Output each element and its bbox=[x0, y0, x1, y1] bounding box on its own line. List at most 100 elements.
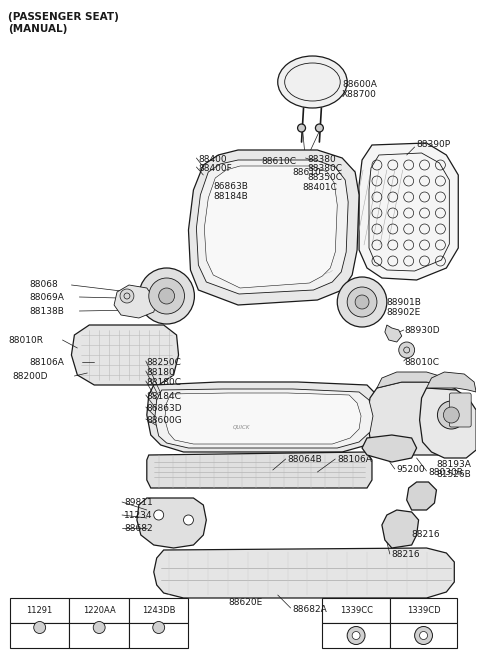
Text: 88106A: 88106A bbox=[337, 455, 372, 464]
Text: 88106A: 88106A bbox=[30, 358, 65, 367]
Text: 88030R: 88030R bbox=[429, 468, 464, 477]
Text: 88216: 88216 bbox=[392, 550, 420, 559]
Polygon shape bbox=[196, 160, 348, 294]
Polygon shape bbox=[362, 435, 417, 462]
Circle shape bbox=[347, 287, 377, 317]
Polygon shape bbox=[137, 498, 206, 548]
Text: QUICK: QUICK bbox=[233, 424, 251, 430]
Bar bbox=[10, 598, 70, 623]
Polygon shape bbox=[147, 382, 382, 452]
Circle shape bbox=[93, 622, 105, 633]
Circle shape bbox=[34, 622, 46, 633]
Text: 88902E: 88902E bbox=[387, 308, 421, 317]
Circle shape bbox=[415, 626, 432, 645]
Text: 88180C: 88180C bbox=[147, 378, 182, 387]
Text: 86863D: 86863D bbox=[147, 404, 182, 413]
Circle shape bbox=[420, 631, 428, 639]
Text: 88068: 88068 bbox=[30, 280, 59, 289]
Text: 88401C: 88401C bbox=[302, 183, 337, 192]
Polygon shape bbox=[367, 382, 468, 455]
Circle shape bbox=[159, 288, 175, 304]
Text: 88930D: 88930D bbox=[405, 326, 440, 335]
Text: 88380C: 88380C bbox=[308, 164, 343, 173]
Text: 88350C: 88350C bbox=[308, 173, 343, 182]
Text: 1243DB: 1243DB bbox=[142, 606, 176, 615]
Text: 88193A: 88193A bbox=[436, 460, 471, 469]
Bar bbox=[129, 623, 189, 648]
Text: 88138B: 88138B bbox=[30, 307, 65, 316]
Text: 88600G: 88600G bbox=[147, 416, 182, 425]
Bar bbox=[390, 623, 457, 648]
Polygon shape bbox=[204, 166, 337, 288]
Circle shape bbox=[437, 401, 465, 429]
Polygon shape bbox=[165, 393, 361, 444]
Text: 95200: 95200 bbox=[397, 465, 425, 474]
Text: 1339CC: 1339CC bbox=[340, 606, 372, 615]
Text: 88184C: 88184C bbox=[147, 392, 182, 401]
Text: 88901B: 88901B bbox=[387, 298, 422, 307]
Text: 88400: 88400 bbox=[198, 155, 227, 164]
Text: 89811: 89811 bbox=[124, 498, 153, 507]
Bar bbox=[129, 598, 189, 623]
Text: 88380: 88380 bbox=[308, 155, 336, 164]
Bar bbox=[70, 598, 129, 623]
Text: 88600A: 88600A bbox=[342, 80, 377, 89]
Circle shape bbox=[298, 124, 305, 132]
Text: 11234: 11234 bbox=[124, 511, 153, 520]
Text: 88216: 88216 bbox=[412, 530, 440, 539]
Polygon shape bbox=[427, 372, 476, 392]
Text: 88400F: 88400F bbox=[198, 164, 232, 173]
Text: 1220AA: 1220AA bbox=[83, 606, 116, 615]
Text: 88620E: 88620E bbox=[228, 598, 263, 607]
Text: 88064B: 88064B bbox=[288, 455, 323, 464]
Text: 88390P: 88390P bbox=[417, 140, 451, 149]
Circle shape bbox=[355, 295, 369, 309]
Bar bbox=[323, 598, 390, 623]
Circle shape bbox=[154, 510, 164, 520]
Polygon shape bbox=[407, 482, 436, 510]
Circle shape bbox=[149, 278, 184, 314]
Circle shape bbox=[183, 515, 193, 525]
Circle shape bbox=[337, 277, 387, 327]
Polygon shape bbox=[154, 548, 454, 598]
Circle shape bbox=[139, 268, 194, 324]
Text: 88069A: 88069A bbox=[30, 293, 65, 302]
Circle shape bbox=[399, 342, 415, 358]
Text: 88610C: 88610C bbox=[261, 157, 296, 166]
Bar bbox=[70, 623, 129, 648]
Polygon shape bbox=[72, 325, 179, 385]
Polygon shape bbox=[385, 325, 402, 342]
Text: 88010C: 88010C bbox=[405, 358, 440, 367]
Circle shape bbox=[347, 626, 365, 645]
Circle shape bbox=[444, 407, 459, 423]
Text: 88610: 88610 bbox=[293, 168, 322, 177]
Circle shape bbox=[153, 622, 165, 633]
Circle shape bbox=[315, 124, 324, 132]
Polygon shape bbox=[377, 372, 454, 388]
Bar bbox=[390, 598, 457, 623]
Polygon shape bbox=[420, 388, 476, 458]
Polygon shape bbox=[147, 452, 372, 488]
Text: 88180: 88180 bbox=[147, 368, 176, 377]
Text: 88682: 88682 bbox=[124, 524, 153, 533]
Text: 86863B: 86863B bbox=[213, 182, 248, 191]
Text: 88200D: 88200D bbox=[12, 372, 48, 381]
Polygon shape bbox=[114, 285, 157, 318]
FancyBboxPatch shape bbox=[449, 393, 471, 427]
Circle shape bbox=[352, 631, 360, 639]
Text: (PASSENGER SEAT): (PASSENGER SEAT) bbox=[8, 12, 119, 22]
Text: (MANUAL): (MANUAL) bbox=[8, 24, 67, 34]
Circle shape bbox=[120, 289, 134, 303]
Text: X88700: X88700 bbox=[342, 90, 377, 99]
Polygon shape bbox=[359, 143, 458, 280]
Bar bbox=[10, 623, 70, 648]
Text: 11291: 11291 bbox=[26, 606, 53, 615]
Ellipse shape bbox=[278, 56, 347, 108]
Text: 88250C: 88250C bbox=[147, 358, 182, 367]
Text: 88010R: 88010R bbox=[8, 336, 43, 345]
Text: 1339CD: 1339CD bbox=[407, 606, 440, 615]
Text: 88682A: 88682A bbox=[293, 605, 327, 614]
Bar bbox=[323, 623, 390, 648]
Polygon shape bbox=[382, 510, 419, 548]
Text: 88184B: 88184B bbox=[213, 192, 248, 201]
